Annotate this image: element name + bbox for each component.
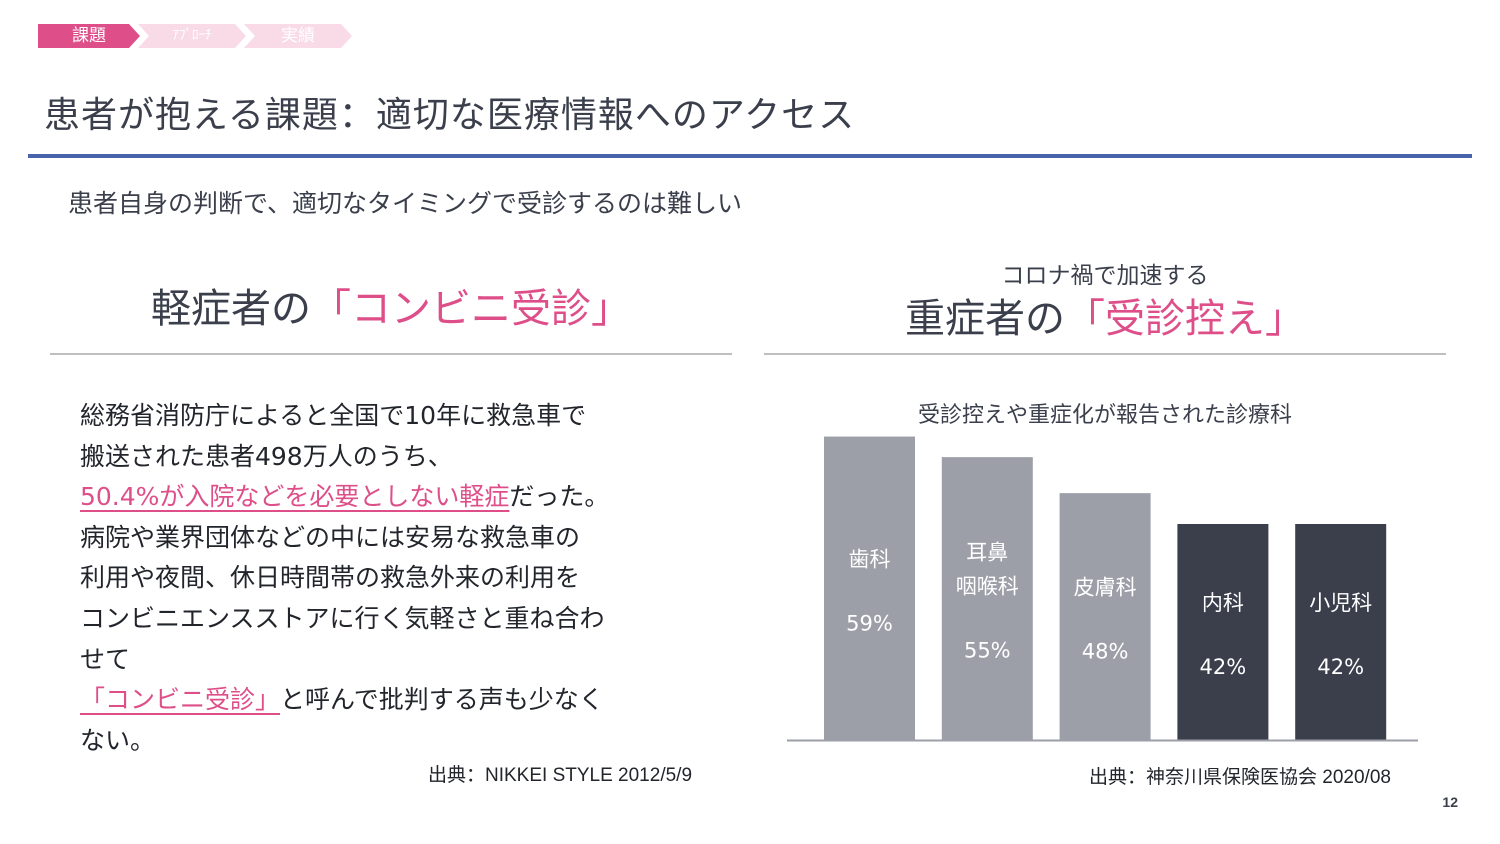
body-line: 搬送された患者498万人のうち、 (80, 441, 453, 471)
left-heading-highlight: 「コンビニ受診」 (311, 286, 631, 332)
right-heading: 重症者の「受診控え」 (764, 286, 1446, 344)
body-line: 利用や夜間、休日時間帯の救急外来の利用を (80, 563, 581, 593)
left-body-text: 総務省消防庁によると全国で10年に救急車で 搬送された患者498万人のうち、 5… (80, 396, 720, 761)
category-label: 小児科 (1309, 591, 1372, 615)
highlight-convenience-visit: 「コンビニ受診」 (80, 685, 281, 715)
page-title: 患者が抱える課題：適切な医療情報へのアクセス (44, 95, 856, 136)
right-divider (764, 353, 1446, 355)
page-number: 12 (1442, 794, 1458, 810)
data-label: 48% (1082, 640, 1129, 664)
subtitle: 患者自身の判断で、適切なタイミングで受診するのは難しい (68, 189, 743, 218)
body-line-rest: だった。 (509, 482, 610, 512)
bar (824, 436, 915, 740)
bar (1059, 493, 1151, 740)
highlight-mild-cases: 50.4%が入院などを必要としない軽症 (80, 482, 510, 512)
body-line: 総務省消防庁によると全国で10年に救急車で (80, 401, 587, 430)
left-heading-prefix: 軽症者の (151, 286, 311, 332)
left-divider (50, 353, 732, 355)
data-label: 59% (846, 611, 893, 635)
breadcrumb-item-approach[interactable]: ｱﾌﾟﾛｰﾁ (138, 24, 246, 48)
body-line: コンビニエンスストアに行く気軽さと重ね合わ (80, 603, 605, 633)
category-label: 耳鼻咽喉科 (956, 541, 1019, 599)
category-label: 皮膚科 (1074, 576, 1137, 600)
right-heading-highlight: 「受診控え」 (1065, 296, 1305, 342)
category-label: 内科 (1202, 591, 1244, 615)
data-label: 42% (1317, 655, 1364, 679)
left-source: 出典：NIKKEI STYLE 2012/5/9 (428, 765, 693, 786)
body-line: 病院や業界団体などの中には安易な救急車の (80, 522, 581, 552)
body-line: 「コンビニ受診」と呼んで批判する声も少なく (80, 680, 720, 721)
bar (941, 457, 1033, 740)
chart-title: 受診控えや重症化が報告された診療科 (917, 403, 1292, 428)
data-label: 42% (1200, 655, 1247, 679)
body-line: せて (80, 644, 131, 674)
breadcrumb-item-results[interactable]: 実績 (244, 24, 352, 48)
title-divider (28, 154, 1472, 158)
body-line: 50.4%が入院などを必要としない軽症だった。 (80, 477, 720, 518)
right-source: 出典：神奈川県保険医協会 2020/08 (1089, 767, 1391, 788)
body-line-rest: と呼んで批判する声も少なく (280, 685, 604, 715)
body-line: ない。 (80, 725, 156, 755)
data-label: 55% (964, 639, 1011, 663)
bar (1295, 524, 1387, 740)
category-label: 歯科 (849, 547, 891, 571)
right-heading-prefix: 重症者の (905, 296, 1065, 342)
right-pre-heading: コロナ禍で加速する (1001, 263, 1209, 289)
bar (1177, 524, 1269, 740)
left-heading: 軽症者の「コンビニ受診」 (50, 276, 732, 334)
breadcrumb-item-issue[interactable]: 課題 (38, 24, 140, 48)
